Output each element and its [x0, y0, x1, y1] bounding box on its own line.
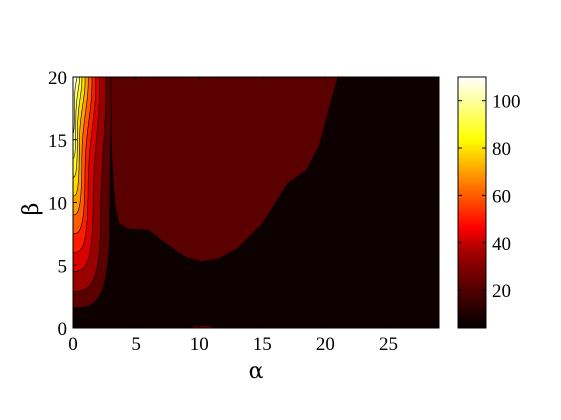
x-tick-label: 0	[68, 334, 78, 355]
y-tick-label: 5	[58, 256, 68, 277]
x-tick-label: 20	[316, 334, 335, 355]
y-axis: 0 5 10 15 20	[48, 68, 439, 340]
colorbar-tick-label: 60	[492, 186, 511, 207]
colorbar	[457, 76, 487, 329]
contour-region-1	[189, 324, 216, 328]
x-tick-label: 10	[190, 334, 209, 355]
y-tick-label: 0	[58, 319, 68, 340]
y-tick-label: 15	[48, 131, 67, 152]
x-tick-label: 15	[253, 334, 272, 355]
y-tick-label: 10	[48, 194, 67, 215]
colorbar-tick-label: 80	[492, 139, 511, 160]
y-axis-label: β	[19, 203, 44, 216]
x-axis: 0 5 10 15 20 25	[68, 77, 398, 355]
colorbar-tick-label: 100	[492, 92, 521, 113]
contour-band-100	[73, 77, 78, 134]
contour-region-0	[110, 77, 339, 262]
x-tick-label: 25	[379, 334, 398, 355]
x-axis-label: α	[249, 359, 264, 384]
colorbar-ticks: 20 40 60 80 100	[458, 92, 521, 302]
contour-layer	[73, 77, 339, 328]
colorbar-tick-label: 20	[492, 281, 511, 302]
x-tick-label: 5	[131, 334, 141, 355]
colorbar-tick-label: 40	[492, 234, 511, 255]
y-tick-label: 20	[48, 68, 67, 89]
